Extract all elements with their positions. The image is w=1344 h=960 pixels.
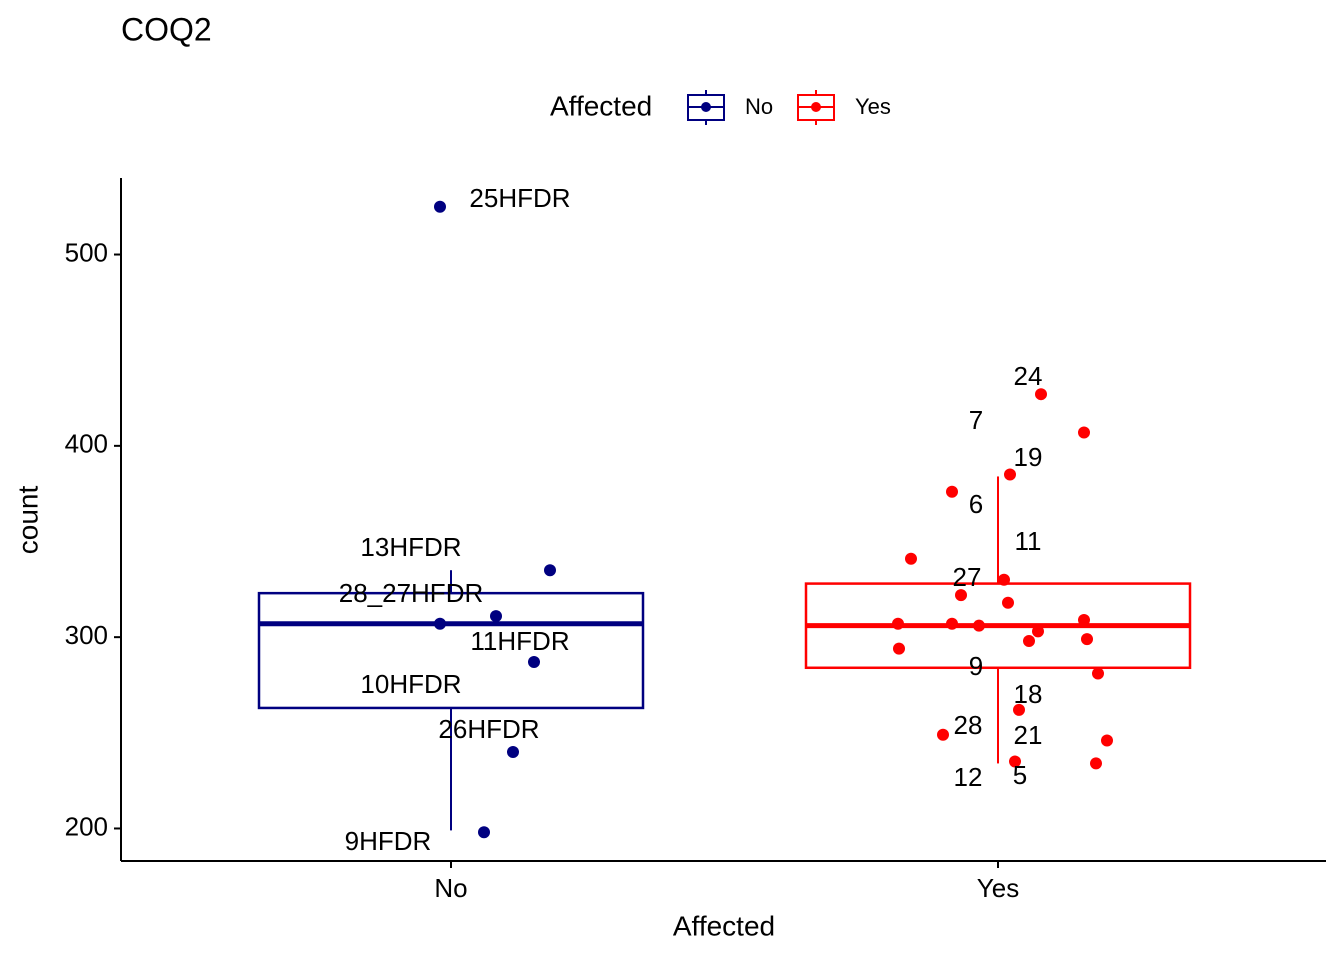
point [946, 617, 958, 630]
point-label: 18 [1014, 679, 1043, 709]
legend-key-point [701, 102, 711, 112]
x-tick-label: Yes [977, 873, 1019, 903]
point-label: 10HFDR [360, 669, 461, 699]
x-axis-label: Affected [673, 910, 775, 941]
point [1002, 596, 1014, 609]
point [490, 610, 502, 623]
point [892, 617, 904, 630]
point [946, 485, 958, 498]
y-tick-label: 200 [65, 811, 108, 841]
point [434, 617, 446, 630]
point-label: 19 [1014, 442, 1043, 472]
point [1078, 613, 1090, 626]
point [955, 589, 967, 602]
point-label: 12 [954, 762, 983, 792]
y-tick-label: 300 [65, 620, 108, 650]
point [973, 619, 985, 632]
point [998, 573, 1010, 586]
point [434, 200, 446, 213]
point-label: 9HFDR [345, 826, 432, 856]
point-label: 5 [1013, 760, 1027, 790]
box [257, 591, 645, 710]
point [507, 745, 519, 758]
point-label: 11HFDR [470, 626, 569, 656]
chart-title: COQ2 [121, 11, 212, 47]
point [1035, 388, 1047, 401]
point [1023, 634, 1035, 647]
point-label: 7 [969, 405, 983, 435]
legend-label: No [745, 94, 773, 119]
point [1078, 426, 1090, 439]
point [1032, 625, 1044, 638]
point-label: 28_27HFDR [339, 578, 484, 608]
legend-key-point [811, 102, 821, 112]
y-tick-label: 400 [65, 429, 108, 459]
point [1013, 703, 1025, 716]
y-axis-label: count [12, 486, 43, 555]
point [893, 642, 905, 655]
point [1101, 734, 1113, 747]
point [544, 564, 556, 577]
point [1092, 667, 1104, 680]
point-label: 9 [969, 651, 983, 681]
legend-title: Affected [550, 90, 652, 121]
point-label: 24 [1014, 361, 1043, 391]
point-label: 26HFDR [438, 714, 539, 744]
point-label: 27 [953, 562, 982, 592]
point [528, 656, 540, 669]
point-label: 6 [969, 489, 983, 519]
point [905, 552, 917, 565]
point-label: 25HFDR [469, 183, 570, 213]
point-label: 21 [1014, 720, 1043, 750]
point-label: 11 [1015, 526, 1042, 556]
x-tick-label: No [434, 873, 467, 903]
legend-label: Yes [855, 94, 891, 119]
point [1009, 755, 1021, 768]
point [1004, 468, 1016, 481]
point [937, 728, 949, 741]
point-label: 13HFDR [360, 532, 461, 562]
point [1090, 757, 1102, 770]
point-label: 28 [954, 710, 983, 740]
y-tick-label: 500 [65, 237, 108, 267]
point [478, 826, 490, 839]
point [1081, 633, 1093, 646]
